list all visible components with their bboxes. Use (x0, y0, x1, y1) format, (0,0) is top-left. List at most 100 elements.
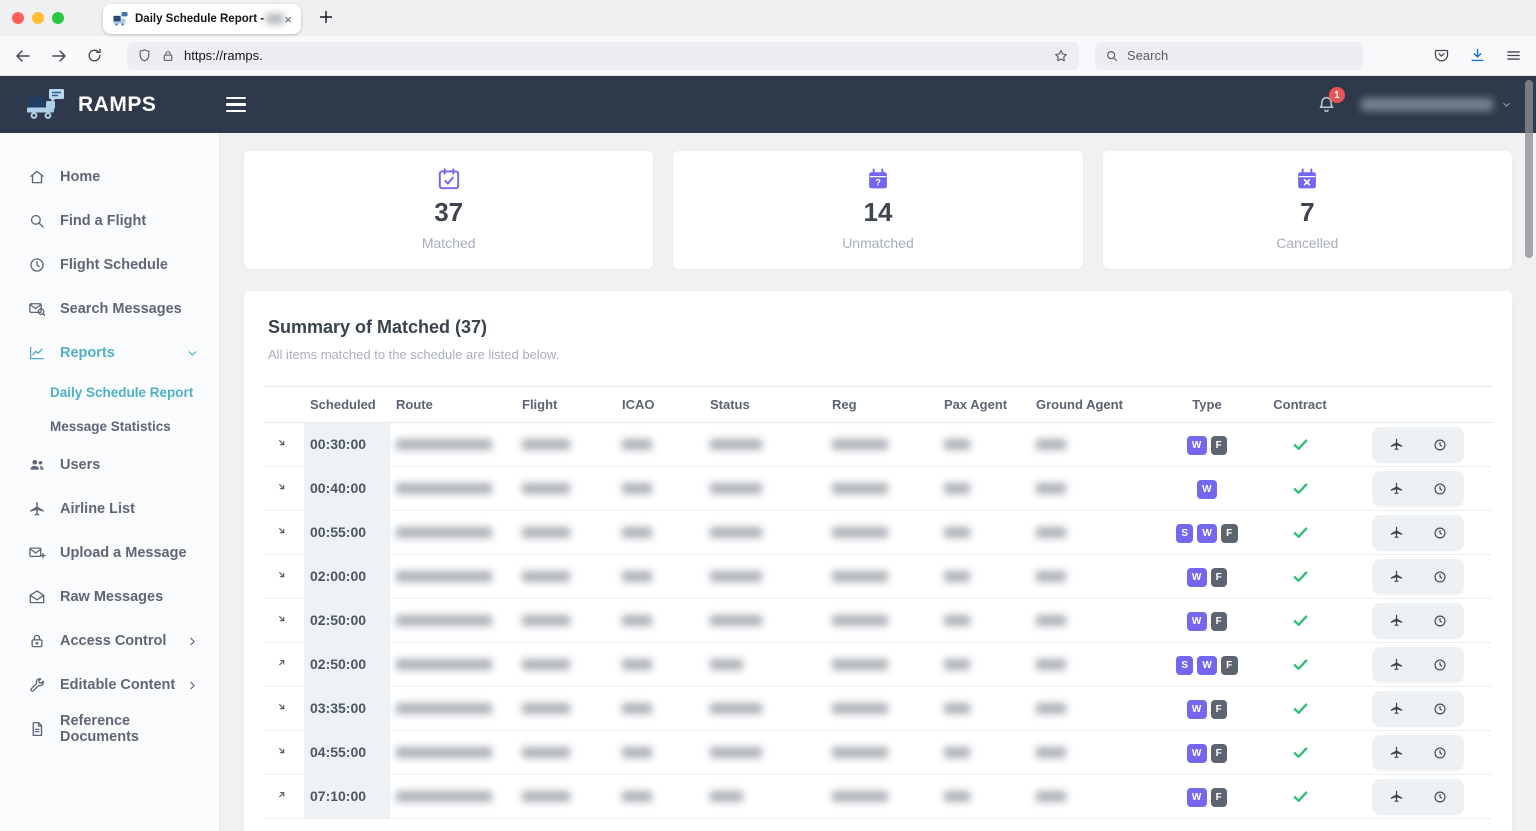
sidebar-item-label: Find a Flight (60, 213, 147, 229)
close-window-button[interactable] (12, 12, 24, 24)
history-action-button[interactable] (1418, 432, 1462, 458)
new-tab-button[interactable] (318, 9, 334, 25)
contract-check-icon (1262, 480, 1338, 497)
column-header-status: Status (704, 386, 826, 423)
flight-action-button[interactable] (1374, 740, 1418, 766)
browser-tab[interactable]: Daily Schedule Report - × (103, 4, 301, 34)
redacted-cell (944, 483, 970, 494)
sidebar-item-label: Reference Documents (60, 713, 139, 745)
flight-action-button[interactable] (1374, 476, 1418, 502)
zoom-window-button[interactable] (52, 12, 64, 24)
sidebar-item-editable-content[interactable]: Editable Content (0, 663, 219, 707)
type-badge: W (1186, 699, 1207, 719)
url-text[interactable]: https://ramps. (184, 48, 263, 63)
sidebar-item-access-control[interactable]: Access Control (0, 619, 219, 663)
sidebar-item-reference-documents[interactable]: Reference Documents (0, 707, 219, 751)
browser-toolbar: https://ramps. Search (0, 36, 1536, 76)
back-icon[interactable] (14, 47, 32, 65)
type-badge: F (1210, 435, 1228, 455)
download-icon[interactable] (1469, 47, 1486, 64)
scheduled-time: 03:35:00 (310, 699, 367, 716)
shield-icon[interactable] (137, 48, 152, 63)
row-actions (1372, 646, 1464, 683)
minimize-window-button[interactable] (32, 12, 44, 24)
calendar-check-icon (244, 166, 653, 192)
flight-action-button[interactable] (1374, 608, 1418, 634)
redacted-cell (832, 439, 888, 450)
username-redacted (1361, 98, 1493, 111)
page-scrollbar[interactable] (1525, 80, 1533, 258)
sidebar-item-users[interactable]: Users (0, 443, 219, 487)
history-action-button[interactable] (1418, 784, 1462, 810)
notifications-bell-icon[interactable]: 1 (1316, 87, 1345, 115)
document-icon (28, 720, 46, 738)
flight-action-button[interactable] (1374, 432, 1418, 458)
sidebar-item-daily-schedule-report[interactable]: Daily Schedule Report (0, 375, 219, 409)
reload-icon[interactable] (86, 47, 103, 64)
menu-icon[interactable] (1505, 47, 1522, 64)
redacted-cell (396, 747, 492, 758)
type-badge: W (1186, 743, 1207, 763)
arrival-arrow-icon (270, 526, 298, 540)
sidebar-item-upload-a-message[interactable]: Upload a Message (0, 531, 219, 575)
redacted-cell (710, 659, 743, 670)
history-action-button[interactable] (1418, 652, 1462, 678)
redacted-cell (944, 571, 970, 582)
row-actions (1372, 426, 1464, 463)
sidebar-item-find-a-flight[interactable]: Find a Flight (0, 199, 219, 243)
sidebar-item-search-messages[interactable]: Search Messages (0, 287, 219, 331)
flight-action-button[interactable] (1374, 696, 1418, 722)
sidebar-item-label: Reports (60, 345, 115, 361)
tab-close-icon[interactable]: × (284, 11, 292, 27)
user-menu[interactable] (1361, 98, 1512, 111)
history-action-button[interactable] (1418, 476, 1462, 502)
type-badge: F (1210, 567, 1228, 587)
redacted-cell (396, 703, 492, 714)
search-input[interactable]: Search (1095, 41, 1363, 70)
type-badge: W (1186, 567, 1207, 587)
lock-icon (28, 632, 46, 650)
stat-label: Matched (421, 235, 476, 251)
sidebar-item-home[interactable]: Home (0, 155, 219, 199)
type-badge: F (1210, 743, 1228, 763)
redacted-cell (622, 483, 652, 494)
contract-check-icon (1262, 656, 1338, 673)
history-action-button[interactable] (1418, 696, 1462, 722)
sidebar-item-label: Search Messages (60, 301, 182, 317)
flight-action-button[interactable] (1374, 784, 1418, 810)
sidebar-subitem-label: Daily Schedule Report (50, 384, 194, 400)
calendar-x-icon (1103, 166, 1512, 192)
forward-icon[interactable] (50, 47, 68, 65)
bookmark-star-icon[interactable] (1053, 48, 1069, 64)
url-bar[interactable]: https://ramps. (127, 41, 1079, 70)
history-action-button[interactable] (1418, 740, 1462, 766)
sidebar-item-airline-list[interactable]: Airline List (0, 487, 219, 531)
sidebar-item-message-statistics[interactable]: Message Statistics (0, 409, 219, 443)
pocket-icon[interactable] (1433, 47, 1450, 64)
sidebar-item-flight-schedule[interactable]: Flight Schedule (0, 243, 219, 287)
type-badge: W (1186, 435, 1207, 455)
contract-check-icon (1262, 700, 1338, 717)
redacted-cell (622, 439, 652, 450)
history-action-button[interactable] (1418, 564, 1462, 590)
flight-action-button[interactable] (1374, 652, 1418, 678)
sidebar-item-label: Users (60, 457, 101, 473)
sidebar-item-reports[interactable]: Reports (0, 331, 219, 375)
matched-table: Scheduled Route Flight ICAO Status Reg Pax Age… (264, 386, 1492, 819)
arrival-arrow-icon (270, 438, 298, 452)
history-action-button[interactable] (1418, 608, 1462, 634)
column-header-ground-agent: Ground Agent (1030, 386, 1158, 423)
column-header-contract: Contract (1256, 386, 1344, 423)
sidebar-item-label: Raw Messages (60, 589, 164, 605)
redacted-cell (522, 747, 570, 758)
history-action-button[interactable] (1418, 520, 1462, 546)
flight-action-button[interactable] (1374, 564, 1418, 590)
sidebar-item-raw-messages[interactable]: Raw Messages (0, 575, 219, 619)
redacted-cell (522, 527, 570, 538)
flight-action-button[interactable] (1374, 520, 1418, 546)
sidebar-toggle-icon[interactable] (226, 96, 247, 113)
type-badge: F (1221, 523, 1238, 543)
lock-icon[interactable] (161, 49, 175, 63)
